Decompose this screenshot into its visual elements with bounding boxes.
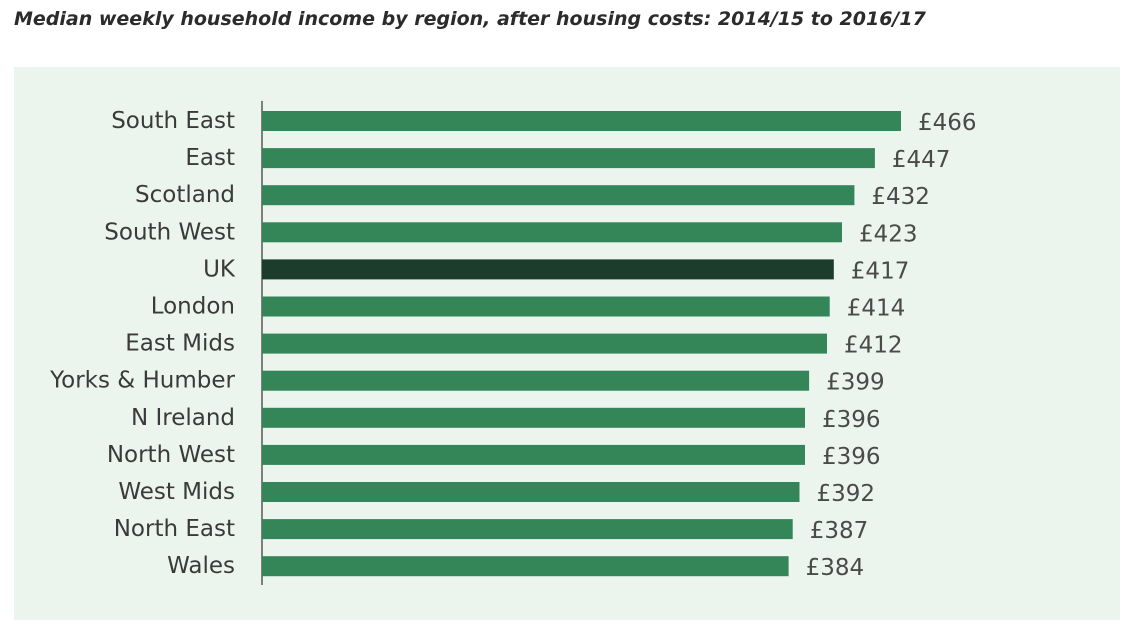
bar-n-ireland [262,407,805,428]
value-label-east-mids: £412 [844,333,903,359]
bar-north-west [262,444,805,465]
value-label-yorks-and-humber: £399 [826,370,885,396]
chart-title: Median weekly household income by region… [14,8,926,30]
value-label-south-east: £466 [918,110,977,136]
bar-north-east [262,519,793,540]
value-label-wales: £384 [806,555,865,581]
bar-london [262,296,830,317]
category-label-south-west: South West [104,219,235,245]
category-label-n-ireland: N Ireland [131,405,235,431]
category-labels: South East East Scotland South West UK London… [49,108,236,579]
value-label-uk: £417 [851,258,910,284]
bars [262,111,901,577]
bar-yorks-and-humber [262,370,810,391]
bar-scotland [262,185,855,206]
category-label-yorks-and-humber: Yorks & Humber [49,368,235,394]
value-label-south-west: £423 [859,221,918,247]
value-label-north-west: £396 [822,444,881,470]
category-label-west-mids: West Mids [118,479,235,505]
value-label-scotland: £432 [871,184,930,210]
category-label-london: London [151,294,235,320]
bar-east-mids [262,333,827,354]
value-label-west-mids: £392 [817,481,876,507]
value-labels: £466 £447 £432 £423 £417 £414 £412 £399 £396 £396… [806,110,977,581]
bar-chart: South East East Scotland South West UK London… [49,101,977,585]
value-label-east: £447 [892,147,951,173]
bar-east [262,148,875,169]
category-label-wales: Wales [167,553,235,579]
bar-south-east [262,111,901,131]
category-label-north-west: North West [107,442,235,468]
value-label-london: £414 [847,296,906,322]
bar-uk [262,259,834,280]
bar-west-mids [262,482,800,502]
value-label-n-ireland: £396 [822,407,881,433]
category-label-east: East [185,145,235,171]
bar-wales [262,556,789,577]
category-label-north-east: North East [114,516,235,542]
bar-south-west [262,222,842,243]
category-label-uk: UK [203,256,236,282]
category-label-east-mids: East Mids [125,331,235,357]
category-label-south-east: South East [111,108,235,134]
category-label-scotland: Scotland [135,182,235,208]
value-label-north-east: £387 [810,518,869,544]
